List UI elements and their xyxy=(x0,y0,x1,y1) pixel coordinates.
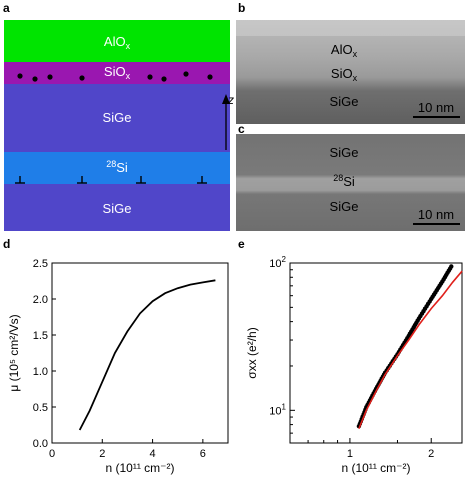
tem-c-label-sige-bottom: SiGe xyxy=(330,199,359,214)
layer-siox xyxy=(4,62,230,84)
chart-d-ytick-label: 2.5 xyxy=(33,258,48,270)
chart-d-xtick-label: 4 xyxy=(150,448,156,460)
chart-d-frame xyxy=(51,262,229,444)
chart-e-frame xyxy=(289,262,463,444)
label-si28: 28Si xyxy=(106,159,128,175)
layer-si28 xyxy=(4,152,230,184)
chart-d-mobility-line xyxy=(78,279,216,431)
chart-e: 1 2 101 102 n (10¹¹ cm⁻²) σxx (e²/h) xyxy=(245,255,463,475)
chart-d-xtick-label: 0 xyxy=(49,448,55,460)
chart-d-xlabel: n (10¹¹ cm⁻²) xyxy=(106,461,175,475)
z-axis-label: z xyxy=(227,93,234,107)
tem-b-label-alox: AlOx xyxy=(331,42,358,59)
chart-d-ytick-label: 2.0 xyxy=(33,294,48,306)
label-sige-bottom: SiGe xyxy=(103,201,132,216)
layer-sige-bottom xyxy=(4,184,230,231)
z-axis-arrow: z xyxy=(222,93,234,150)
label-siox: SiOx xyxy=(104,64,131,81)
panel-label-a: a xyxy=(3,1,10,15)
chart-d-ylabel: μ (10⁵ cm²/Vs) xyxy=(7,314,21,391)
chart-e-xtick-label: 2 xyxy=(428,448,434,460)
tem-image-b: AlOx SiOx SiGe 10 nm xyxy=(236,20,465,124)
scalebar-b-label: 10 nm xyxy=(418,100,454,115)
panel-label-e: e xyxy=(238,237,245,251)
tem-image-c: SiGe 28Si SiGe 10 nm xyxy=(236,134,465,231)
layer-alox xyxy=(4,20,230,62)
tem-b-label-sige: SiGe xyxy=(330,94,359,109)
dislocation-markers xyxy=(15,176,207,184)
chart-d-xtick-label: 6 xyxy=(200,448,206,460)
chart-e-xlabel: n (10¹¹ cm⁻²) xyxy=(342,461,411,475)
label-alox: AlOx xyxy=(104,34,131,51)
tem-c-label-sige-top: SiGe xyxy=(330,145,359,160)
chart-e-point xyxy=(449,264,454,269)
tem-b-label-siox: SiOx xyxy=(331,66,358,83)
scalebar-c-label: 10 nm xyxy=(418,207,454,222)
chart-d-ytick-label: 0.0 xyxy=(33,438,48,450)
layer-sige-top xyxy=(4,84,230,152)
chart-d-xtick-label: 2 xyxy=(99,448,105,460)
chart-e-ytick-label: 102 xyxy=(269,255,286,270)
label-sige-top: SiGe xyxy=(103,110,132,125)
interface-charges xyxy=(17,71,213,82)
chart-e-xtick-label: 1 xyxy=(347,448,353,460)
panel-label-d: d xyxy=(3,237,10,251)
tem-c-label-si28: 28Si xyxy=(333,173,355,189)
chart-e-ytick-label: 101 xyxy=(269,402,286,417)
panel-label-b: b xyxy=(238,1,245,15)
chart-d-ytick-label: 0.5 xyxy=(33,402,48,414)
chart-d-ytick-label: 1.0 xyxy=(33,366,48,378)
chart-d: 0 2 4 6 0.0 0.5 1.0 1.5 2.0 2.5 n (10¹¹ cm⁻²) μ (… xyxy=(7,258,229,475)
chart-e-fit-line xyxy=(358,270,463,429)
layer-stack-diagram: AlOx SiOx SiGe 28Si SiGe z xyxy=(4,20,234,231)
panel-label-c: c xyxy=(238,122,245,136)
chart-e-ylabel: σxx (e²/h) xyxy=(245,327,259,378)
chart-d-ytick-label: 1.5 xyxy=(33,330,48,342)
